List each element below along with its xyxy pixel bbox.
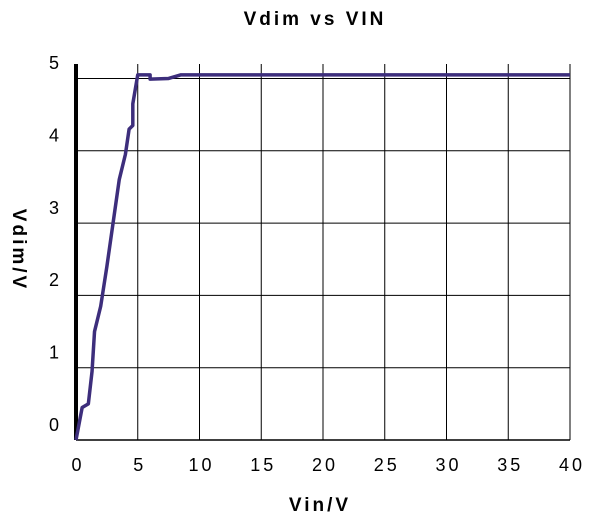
y-tick-label: 3 — [49, 198, 62, 218]
y-tick-label: 5 — [49, 53, 62, 73]
y-tick-label: 2 — [49, 270, 62, 290]
x-tick-label: 20 — [312, 455, 338, 475]
x-tick-label: 5 — [133, 455, 146, 475]
x-tick-label: 0 — [71, 455, 84, 475]
x-tick-label: 30 — [435, 455, 461, 475]
x-axis-label: Vin/V — [289, 495, 351, 516]
y-axis-label: Vdim/V — [8, 209, 29, 291]
x-tick-label: 40 — [559, 455, 585, 475]
data-line — [74, 73, 570, 441]
x-tick-label: 35 — [497, 455, 523, 475]
y-tick-label: 4 — [49, 126, 62, 146]
chart-title: Vdim vs VIN — [244, 9, 387, 30]
y-tick-label: 1 — [49, 342, 62, 362]
x-tick-label: 25 — [374, 455, 400, 475]
y-tick-label: 0 — [49, 415, 62, 435]
x-tick-label: 15 — [250, 455, 276, 475]
x-tick-label: 10 — [188, 455, 214, 475]
